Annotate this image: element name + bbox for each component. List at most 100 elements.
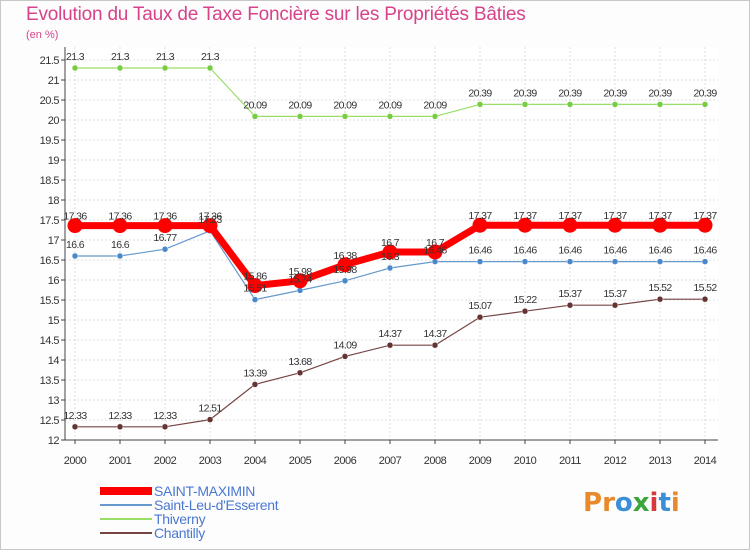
data-point-chantilly [521,307,529,315]
y-axis-unit: (en %) [26,29,59,41]
data-label-chantilly: 15.37 [603,288,627,300]
data-point-chantilly [341,353,349,360]
data-point-chantilly [656,295,664,303]
data-point-thiverny [296,113,304,120]
data-point-chantilly [71,423,79,431]
data-point-saint-leu-d-esserent [386,264,394,272]
data-label-saint-maximin: 16.7 [381,237,400,249]
data-label-saint-maximin: 17.37 [648,210,672,222]
data-point-thiverny [656,101,664,108]
data-point-saint-maximin [157,218,173,234]
data-point-thiverny [206,64,214,72]
data-point-saint-leu-d-esserent [476,258,484,265]
data-point-chantilly [206,416,214,423]
y-tick-label: 18.5 [40,175,60,187]
y-tick-label: 14 [48,355,60,367]
y-tick-label: 15 [48,315,60,327]
data-label-saint-leu-d-esserent: 16.46 [423,245,447,257]
data-point-thiverny [566,101,574,108]
y-tick-label: 17 [48,235,60,247]
x-tick-label: 2005 [289,455,312,467]
logo-letter: t [658,488,671,518]
data-label-chantilly: 13.39 [243,367,267,379]
data-point-thiverny [386,113,394,120]
y-tick-label: 21 [48,75,60,87]
data-label-chantilly: 15.52 [693,282,717,294]
y-tick-label: 12.5 [40,415,60,427]
logo-letter: r [602,488,615,518]
legend-label: Saint-Leu-d'Esserent [154,497,279,513]
data-label-saint-leu-d-esserent: 17.23 [198,214,222,226]
data-label-saint-leu-d-esserent: 16.6 [111,239,130,251]
data-point-saint-maximin [247,278,263,294]
legend-label: Chantilly [154,525,205,541]
x-tick-label: 2007 [379,455,402,467]
data-label-saint-maximin: 16.7 [426,237,445,249]
data-label-saint-leu-d-esserent: 16.6 [66,239,85,251]
data-label-chantilly: 13.68 [288,356,312,368]
data-point-chantilly [431,341,439,349]
y-tick-label: 16.5 [40,255,60,267]
y-tick-label: 13.5 [40,375,60,387]
data-label-saint-maximin: 17.37 [693,210,717,222]
data-point-saint-maximin [472,217,488,233]
data-point-thiverny [701,101,709,108]
data-point-thiverny [431,113,439,120]
data-point-saint-maximin [697,217,713,233]
data-point-chantilly [386,341,394,349]
data-label-saint-maximin: 16.38 [333,250,357,262]
data-label-chantilly: 14.09 [333,339,357,351]
data-point-saint-maximin [517,217,533,233]
y-tick-label: 12 [48,435,60,447]
data-point-chantilly [476,313,484,321]
data-label-chantilly: 12.33 [108,410,132,422]
data-label-saint-maximin: 17.37 [558,210,582,222]
data-label-saint-leu-d-esserent: 16.46 [468,245,492,257]
legend-label: SAINT-MAXIMIN [154,483,256,499]
x-tick-label: 2004 [244,455,267,467]
data-label-saint-leu-d-esserent: 15.51 [243,283,267,295]
y-tick-label: 19 [48,155,60,167]
data-point-thiverny [521,101,529,108]
data-label-thiverny: 20.39 [648,87,672,99]
y-tick-label: 13 [48,395,60,407]
x-tick-label: 2000 [64,455,87,467]
data-point-saint-maximin [67,218,83,234]
data-point-saint-leu-d-esserent [566,258,574,265]
data-point-saint-maximin [607,217,623,233]
y-tick-label: 15.5 [40,295,60,307]
plot-area [65,47,718,440]
x-tick-label: 2013 [649,455,672,467]
data-point-saint-maximin [652,217,668,233]
x-tick-label: 2003 [199,455,222,467]
data-label-thiverny: 21.3 [111,51,130,63]
data-point-chantilly [611,301,619,309]
data-label-thiverny: 20.09 [423,99,447,111]
data-label-saint-maximin: 15.86 [243,271,267,283]
x-tick-label: 2010 [514,455,537,467]
y-tick-label: 19.5 [40,135,60,147]
data-label-saint-leu-d-esserent: 16.46 [513,245,537,257]
data-point-saint-maximin [562,217,578,233]
data-point-saint-maximin [112,218,128,234]
logo-letter: i [649,488,659,518]
logo-letter: x [632,488,650,518]
data-point-saint-leu-d-esserent [71,252,79,260]
data-point-chantilly [161,423,169,431]
data-label-thiverny: 20.39 [468,87,492,99]
data-point-thiverny [476,101,484,108]
legend-label: Thiverny [154,511,206,527]
legend-swatch-thiverny [100,518,152,520]
data-point-saint-leu-d-esserent [656,258,664,265]
x-tick-label: 2008 [424,455,447,467]
data-point-thiverny [161,64,169,72]
data-label-thiverny: 20.39 [513,87,537,99]
data-label-thiverny: 21.3 [66,51,85,63]
data-label-saint-maximin: 17.36 [198,211,222,223]
data-point-saint-leu-d-esserent [701,258,709,265]
data-label-chantilly: 12.33 [153,410,177,422]
x-tick-label: 2006 [334,455,357,467]
data-label-saint-maximin: 17.37 [513,210,537,222]
data-label-chantilly: 12.51 [198,403,222,415]
data-label-saint-leu-d-esserent: 16.77 [153,232,177,244]
